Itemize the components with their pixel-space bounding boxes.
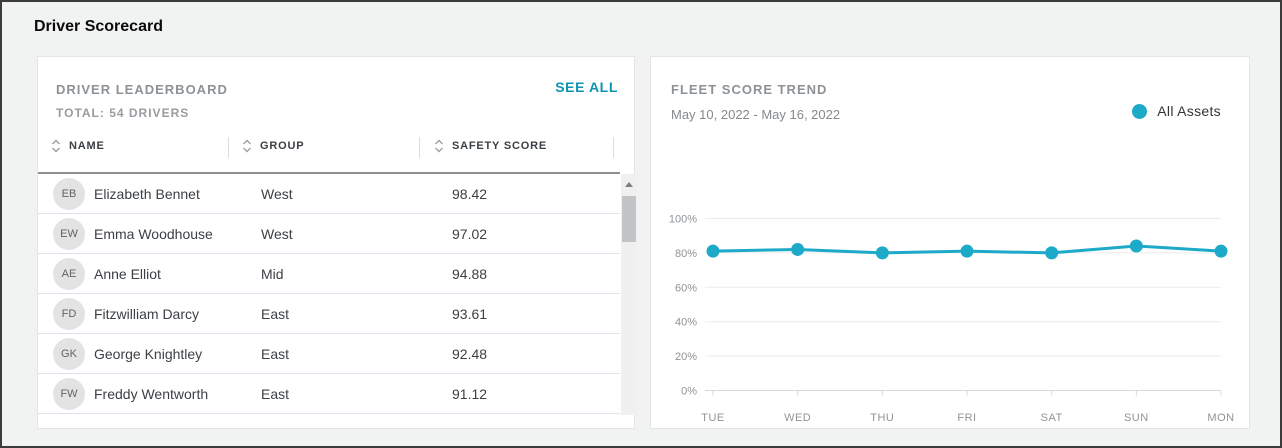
driver-group: Mid (261, 266, 284, 282)
table-row[interactable]: FD Fitzwilliam Darcy East 93.61 (38, 294, 620, 334)
data-point[interactable] (875, 246, 889, 260)
x-axis-label: MON (1207, 412, 1234, 424)
y-axis-label: 20% (675, 351, 697, 363)
table-row[interactable]: FW Freddy Wentworth East 91.12 (38, 374, 620, 414)
table-scrollbar[interactable] (621, 174, 637, 415)
column-header-label: SAFETY SCORE (452, 140, 547, 152)
driver-name: Anne Elliot (94, 266, 161, 282)
page-title: Driver Scorecard (34, 18, 163, 35)
data-point[interactable] (706, 244, 720, 258)
driver-group: East (261, 346, 290, 362)
y-axis-label: 80% (675, 248, 697, 260)
avatar: EW (53, 218, 85, 250)
driver-leaderboard-card: DRIVER LEADERBOARD TOTAL: 54 DRIVERS SEE… (37, 56, 637, 429)
date-range: May 10, 2022 - May 16, 2022 (671, 107, 841, 122)
legend-label: All Assets (1157, 103, 1221, 119)
data-point[interactable] (1045, 246, 1059, 260)
leaderboard-total: TOTAL: 54 DRIVERS (56, 106, 190, 120)
driver-score: 92.48 (452, 346, 488, 362)
x-axis-label: FRI (957, 412, 976, 424)
trend-line-chart: 0% 20% 40% 60% 80% 100% TUE WED THU FRI SAT SUN MON (651, 201, 1251, 430)
sort-icon (435, 139, 443, 153)
x-axis-label: WED (784, 412, 811, 424)
driver-score: 91.12 (452, 386, 488, 402)
x-axis-label: TUE (701, 412, 725, 424)
scrollbar-thumb[interactable] (622, 196, 636, 242)
driver-group: East (261, 386, 290, 402)
y-axis-label: 100% (669, 214, 697, 226)
column-divider (228, 137, 229, 158)
x-axis-label: SAT (1041, 412, 1063, 424)
avatar: FW (53, 378, 85, 410)
data-point[interactable] (960, 244, 974, 258)
data-point[interactable] (1214, 244, 1228, 258)
fleet-score-trend-card: FLEET SCORE TREND May 10, 2022 - May 16,… (650, 56, 1250, 429)
table-row[interactable]: EW Emma Woodhouse West 97.02 (38, 214, 620, 254)
driver-name: Fitzwilliam Darcy (94, 306, 199, 322)
avatar: GK (53, 338, 85, 370)
column-header-name[interactable]: NAME (51, 139, 105, 153)
driver-score: 98.42 (452, 186, 488, 202)
y-axis-label: 60% (675, 282, 697, 294)
x-axis-label: THU (870, 412, 894, 424)
see-all-link[interactable]: SEE ALL (555, 79, 618, 95)
sort-icon (243, 139, 251, 153)
data-point[interactable] (791, 242, 805, 256)
y-axis-label: 40% (675, 317, 697, 329)
avatar: EB (53, 178, 85, 210)
driver-score: 93.61 (452, 306, 488, 322)
table-header-rule (38, 172, 620, 174)
y-axis-label: 0% (681, 386, 697, 398)
x-axis-label: SUN (1124, 412, 1149, 424)
data-point[interactable] (1129, 239, 1143, 253)
column-divider (419, 137, 420, 158)
table-row[interactable]: EB Elizabeth Bennet West 98.42 (38, 174, 620, 214)
table-row[interactable]: AE Anne Elliot Mid 94.88 (38, 254, 620, 294)
trend-title: FLEET SCORE TREND (671, 82, 828, 97)
driver-score: 94.88 (452, 266, 488, 282)
legend-dot-icon (1132, 103, 1148, 119)
driver-group: West (261, 226, 293, 242)
avatar: FD (53, 298, 85, 330)
arrow-up-icon (625, 181, 633, 187)
avatar: AE (53, 258, 85, 290)
scroll-up-button[interactable] (621, 174, 637, 194)
legend-item-all-assets[interactable]: All Assets (1132, 103, 1221, 119)
column-header-label: NAME (69, 140, 105, 152)
column-divider (613, 137, 614, 158)
sort-icon (52, 139, 60, 153)
leaderboard-title: DRIVER LEADERBOARD (56, 82, 228, 97)
driver-group: East (261, 306, 290, 322)
column-header-label: GROUP (260, 140, 305, 152)
driver-name: Elizabeth Bennet (94, 186, 200, 202)
column-header-safety-score[interactable]: SAFETY SCORE (434, 139, 547, 153)
driver-score: 97.02 (452, 226, 488, 242)
driver-group: West (261, 186, 293, 202)
driver-table-body: EB Elizabeth Bennet West 98.42 EW Emma W… (38, 174, 620, 414)
column-header-group[interactable]: GROUP (242, 139, 304, 153)
driver-name: Freddy Wentworth (94, 386, 209, 402)
table-row[interactable]: GK George Knightley East 92.48 (38, 334, 620, 374)
driver-name: George Knightley (94, 346, 203, 362)
trend-chart-svg: 0% 20% 40% 60% 80% 100% TUE WED THU FRI SAT SUN MON (669, 214, 1234, 425)
driver-name: Emma Woodhouse (94, 226, 213, 242)
